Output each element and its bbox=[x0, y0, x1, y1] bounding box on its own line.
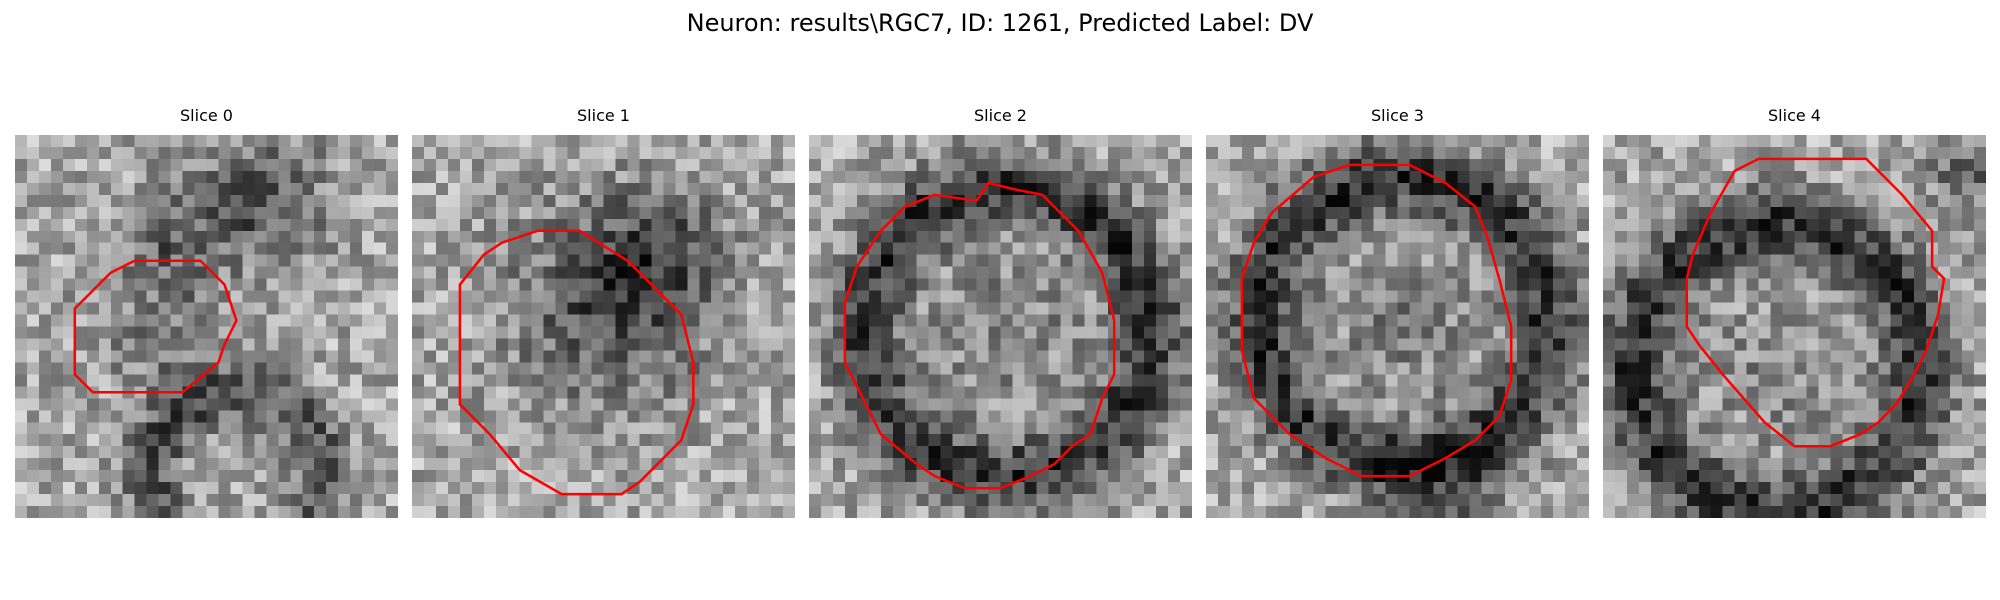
slice-image bbox=[809, 135, 1192, 518]
slice-pixels bbox=[15, 135, 398, 518]
pixel-grid bbox=[809, 135, 1192, 518]
slice-title: Slice 2 bbox=[974, 106, 1027, 125]
roi-contour bbox=[1685, 157, 1946, 448]
figure-title: Neuron: results\RGC7, ID: 1261, Predicte… bbox=[686, 9, 1314, 37]
slice-image bbox=[1206, 135, 1589, 518]
slice-pixels bbox=[1603, 135, 1986, 518]
slice-title: Slice 1 bbox=[577, 106, 630, 125]
slice-pixels bbox=[809, 135, 1192, 518]
slice-panel-3: Slice 3 bbox=[1206, 105, 1589, 518]
pixel-grid bbox=[412, 135, 795, 518]
slice-image bbox=[412, 135, 795, 518]
slice-title: Slice 4 bbox=[1768, 106, 1821, 125]
slice-panel-0: Slice 0 bbox=[15, 105, 398, 518]
roi-contour bbox=[458, 229, 695, 496]
slice-pixels bbox=[412, 135, 795, 518]
slice-panel-2: Slice 2 bbox=[809, 105, 1192, 518]
slice-image bbox=[1603, 135, 1986, 518]
roi-contour bbox=[1240, 163, 1513, 478]
slice-panel-1: Slice 1 bbox=[412, 105, 795, 518]
roi-contour bbox=[73, 259, 238, 394]
pixel-grid bbox=[1206, 135, 1589, 518]
slice-pixels bbox=[1206, 135, 1589, 518]
pixel-grid bbox=[1603, 135, 1986, 518]
slice-image bbox=[15, 135, 398, 518]
roi-contour bbox=[843, 181, 1116, 490]
slice-panel-4: Slice 4 bbox=[1603, 105, 1986, 518]
slice-title: Slice 3 bbox=[1371, 106, 1424, 125]
pixel-grid bbox=[15, 135, 398, 518]
slice-title: Slice 0 bbox=[180, 106, 233, 125]
